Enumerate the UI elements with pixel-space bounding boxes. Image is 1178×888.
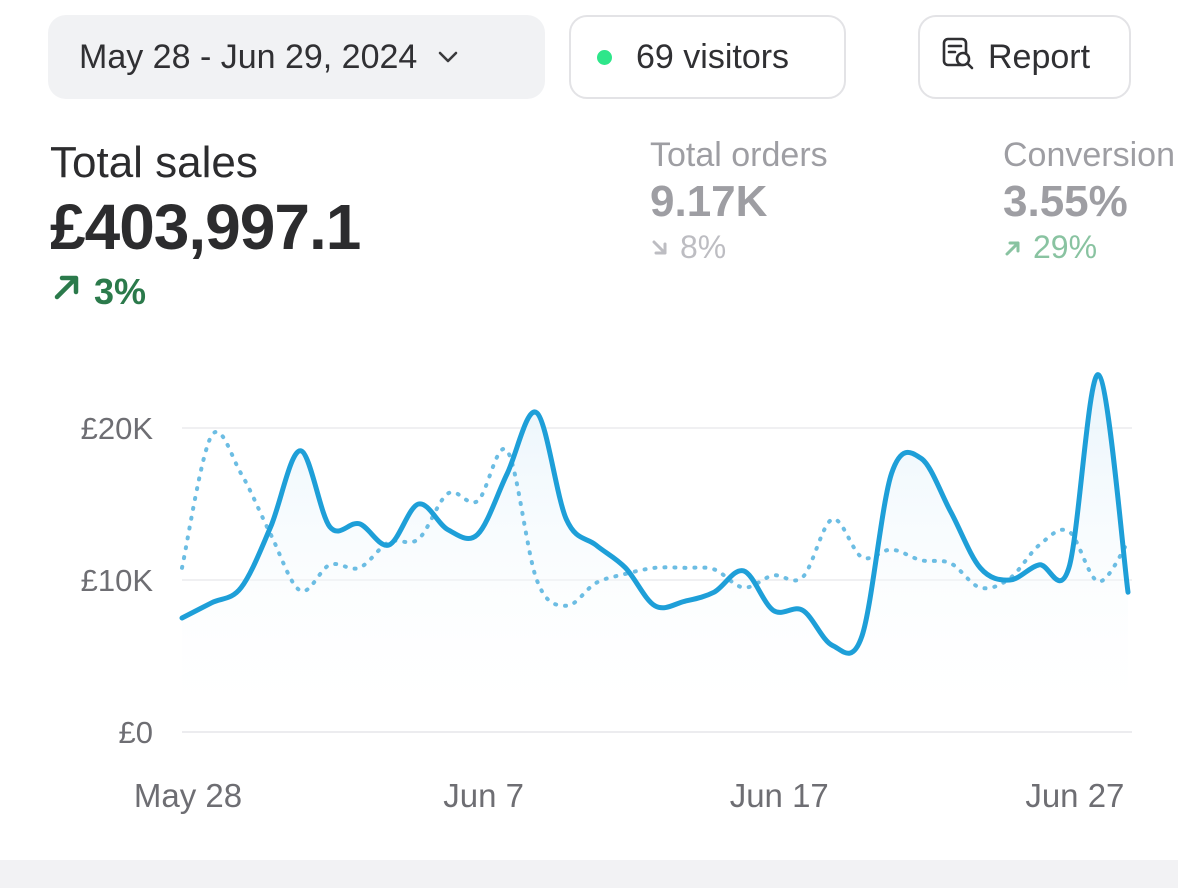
y-tick-label: £20K xyxy=(81,411,154,446)
arrow-up-right-icon xyxy=(50,270,94,313)
date-range-label: May 28 - Jun 29, 2024 xyxy=(79,37,418,76)
metric-delta-value: 29% xyxy=(1033,229,1098,265)
metric-conversion[interactable]: Conversion 3.55% 29% xyxy=(1003,136,1175,266)
arrow-up-right-icon xyxy=(1003,229,1033,266)
date-range-button[interactable]: May 28 - Jun 29, 2024 xyxy=(48,15,545,99)
x-tick-label: May 28 xyxy=(134,777,242,814)
y-tick-label: £0 xyxy=(119,715,153,750)
y-tick-label: £10K xyxy=(81,563,154,598)
report-button[interactable]: Report xyxy=(918,15,1131,99)
x-tick-label: Jun 27 xyxy=(1025,777,1124,814)
report-label: Report xyxy=(988,37,1091,76)
chevron-down-icon xyxy=(435,44,461,70)
metric-delta: 3% xyxy=(50,270,360,313)
x-axis-ticks: May 28 Jun 7 Jun 17 Jun 27 xyxy=(134,777,1125,814)
toolbar: May 28 - Jun 29, 2024 69 visitors Report xyxy=(48,15,1178,99)
metric-delta: 29% xyxy=(1003,229,1175,266)
metric-label: Total orders xyxy=(650,136,828,174)
metric-total-sales[interactable]: Total sales £403,997.1 3% xyxy=(50,138,361,313)
report-search-icon xyxy=(940,35,988,80)
sales-chart: £20K £10K £0 May 28 Jun 7 Jun 17 Jun 27 xyxy=(81,372,1132,814)
x-tick-label: Jun 17 xyxy=(730,777,829,814)
arrow-down-right-icon xyxy=(650,229,680,266)
metric-label: Total sales xyxy=(50,138,258,187)
metric-total-orders[interactable]: Total orders 9.17K 8% xyxy=(650,136,828,266)
bottom-divider-strip xyxy=(0,860,1178,888)
visitors-label: 69 visitors xyxy=(636,37,790,76)
y-axis-ticks: £20K £10K £0 xyxy=(81,411,154,750)
metric-value: 9.17K xyxy=(650,177,768,226)
metric-delta: 8% xyxy=(650,229,828,266)
metric-value: 3.55% xyxy=(1003,177,1128,226)
series-solid-area xyxy=(182,374,1128,732)
metric-value: £403,997.1 xyxy=(50,191,361,263)
metric-label: Conversion xyxy=(1003,136,1175,174)
series-current-line xyxy=(179,372,1131,656)
live-status-dot xyxy=(597,49,612,65)
metric-delta-value: 8% xyxy=(680,229,727,265)
visitors-button[interactable]: 69 visitors xyxy=(569,15,846,99)
metric-delta-value: 3% xyxy=(94,270,147,312)
x-tick-label: Jun 7 xyxy=(443,777,524,814)
